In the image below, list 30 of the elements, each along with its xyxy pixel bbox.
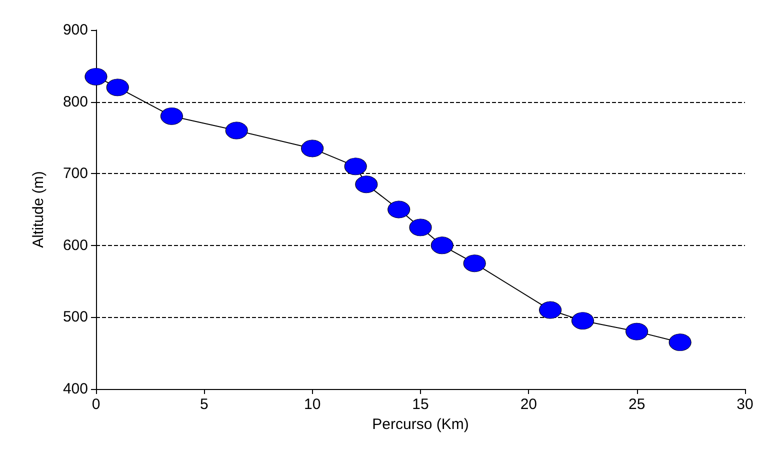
y-axis-title: Altitude (m): [30, 171, 47, 248]
x-tick-label: 0: [92, 396, 100, 413]
y-tick-label: 600: [62, 236, 88, 254]
y-tick-label: 900: [62, 22, 88, 38]
point: [160, 107, 183, 125]
point: [84, 68, 108, 86]
point: [539, 301, 562, 319]
y-tick-label: 700: [62, 165, 88, 182]
point: [430, 236, 454, 254]
point: [463, 254, 486, 272]
point: [344, 158, 367, 176]
point: [572, 312, 594, 330]
x-tick-label: 15: [412, 396, 429, 413]
point: [106, 78, 129, 96]
y-tick-label: 800: [62, 93, 88, 110]
x-axis-title: Percurso (Km): [372, 416, 469, 433]
point: [225, 122, 248, 140]
point: [301, 140, 324, 158]
x-tick-label: 30: [736, 396, 754, 413]
y-tick-label: 500: [62, 308, 88, 326]
point: [388, 200, 410, 218]
point: [355, 176, 378, 194]
y-tick-label: 400: [62, 380, 88, 398]
x-tick-label: 20: [520, 396, 538, 413]
x-tick-label: 5: [200, 396, 208, 413]
x-tick-label: 25: [628, 396, 646, 413]
point: [409, 218, 432, 236]
point: [626, 322, 648, 340]
point: [668, 334, 692, 352]
x-tick-label: 10: [304, 396, 321, 413]
